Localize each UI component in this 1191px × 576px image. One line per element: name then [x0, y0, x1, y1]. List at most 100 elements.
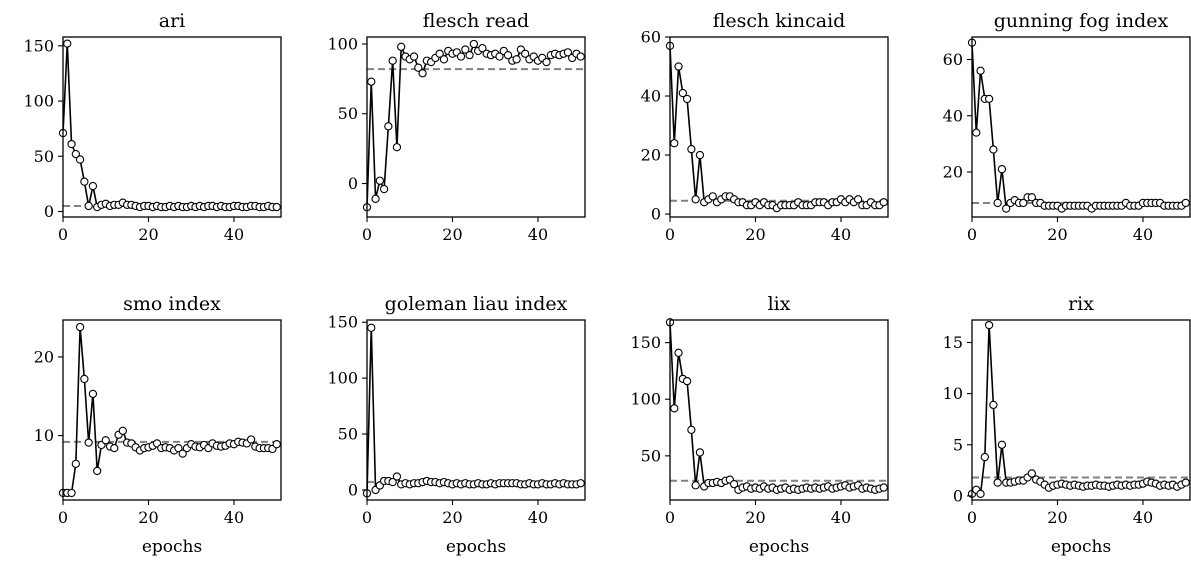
data-point	[542, 57, 551, 67]
data-point	[75, 322, 85, 332]
y-tick-label: 10	[943, 384, 963, 403]
data-point	[495, 52, 504, 61]
y-tick-label: 20	[943, 163, 963, 182]
panel-title: gunning fog index	[994, 10, 1169, 32]
data-point	[984, 94, 994, 104]
panel-title: lix	[768, 293, 791, 315]
x-tick-label: 0	[58, 225, 68, 244]
y-tick-label: 0	[348, 480, 358, 499]
panel-5: goleman liau index 0 20 40 0 50 100 150 epochs	[327, 293, 586, 557]
data-point	[461, 45, 470, 54]
x-tick-label: 40	[831, 508, 851, 527]
data-point	[84, 438, 93, 447]
plot-frame	[669, 319, 889, 501]
data-point	[367, 323, 376, 332]
data-point	[682, 94, 692, 104]
x-tick-label: 40	[528, 508, 548, 527]
data-point	[512, 55, 521, 64]
x-tick-label: 0	[362, 508, 372, 527]
panel-title: flesch kincaid	[713, 10, 846, 32]
data-point	[110, 443, 119, 453]
panel-title: ari	[159, 10, 186, 32]
x-tick-label: 0	[362, 225, 372, 244]
data-point	[708, 192, 717, 201]
x-tick-label: 0	[665, 508, 675, 527]
data-point	[687, 425, 696, 434]
data-point	[853, 195, 863, 204]
y-tick-label: 15	[943, 333, 963, 352]
data-point	[1027, 193, 1036, 202]
x-tick-label: 0	[665, 225, 675, 244]
data-point	[879, 483, 888, 492]
plot-frame	[62, 319, 282, 501]
plot-frame	[971, 36, 1191, 218]
data-point	[375, 176, 384, 185]
panel-2: flesch kincaid 0 20 40 0 20 40 60	[641, 10, 889, 244]
plot-frame	[366, 319, 586, 501]
series-line	[366, 327, 581, 494]
data-point	[246, 435, 256, 444]
data-point	[414, 63, 423, 72]
panel-6: lix 0 20 40 50 100 150 epochs	[630, 293, 889, 557]
data-point	[687, 144, 696, 154]
data-point	[1181, 198, 1190, 208]
x-axis-label: epochs	[446, 537, 506, 557]
data-point	[729, 480, 739, 489]
y-tick-label: 20	[641, 146, 661, 165]
data-point	[379, 184, 389, 194]
data-point	[367, 77, 376, 86]
data-point	[682, 376, 692, 386]
data-point	[1002, 204, 1011, 213]
panel-title: goleman liau index	[385, 293, 568, 315]
data-point	[67, 488, 76, 498]
x-axis-label: epochs	[749, 537, 809, 557]
x-tick-label: 40	[528, 225, 548, 244]
panel-title: smo index	[123, 293, 221, 315]
x-tick-label: 40	[1133, 508, 1153, 527]
data-point	[409, 52, 419, 61]
x-tick-label: 20	[1047, 225, 1067, 244]
data-point	[989, 400, 998, 410]
data-point	[174, 443, 183, 453]
x-tick-label: 0	[58, 508, 68, 527]
data-point	[397, 42, 406, 51]
data-point	[67, 139, 76, 149]
data-point	[272, 202, 281, 212]
x-tick-label: 20	[138, 225, 158, 244]
x-tick-label: 0	[967, 508, 977, 527]
data-point	[674, 62, 683, 71]
x-tick-label: 20	[745, 508, 765, 527]
data-point	[465, 50, 474, 60]
data-point	[439, 55, 449, 64]
data-point	[63, 39, 72, 48]
y-tick-label: 150	[630, 333, 661, 352]
y-tick-label: 0	[44, 202, 54, 221]
data-point	[993, 478, 1002, 487]
data-point	[695, 150, 705, 160]
y-tick-label: 0	[348, 174, 358, 193]
data-point	[670, 139, 679, 148]
data-point	[388, 477, 397, 487]
y-tick-label: 0	[953, 486, 963, 505]
y-tick-label: 150	[327, 313, 358, 332]
series-line	[669, 322, 884, 491]
data-point	[691, 481, 700, 490]
data-point	[695, 448, 705, 457]
data-point	[997, 165, 1007, 174]
y-tick-label: 10	[34, 426, 54, 445]
data-point	[272, 440, 281, 449]
data-point	[80, 374, 89, 384]
x-axis-label: epochs	[1051, 537, 1111, 557]
data-point	[670, 404, 679, 413]
series-line	[669, 45, 885, 210]
x-tick-label: 20	[138, 508, 158, 527]
panel-7: rix 0 20 40 0 5 10 15 epochs	[943, 293, 1191, 557]
data-point	[1019, 198, 1028, 208]
y-tick-label: 50	[34, 147, 54, 166]
panel-4: smo index 0 20 40 10 20 epochs	[34, 293, 282, 557]
data-point	[972, 128, 981, 137]
y-tick-label: 20	[34, 347, 54, 366]
y-tick-label: 60	[641, 28, 661, 47]
x-tick-label: 40	[224, 225, 244, 244]
